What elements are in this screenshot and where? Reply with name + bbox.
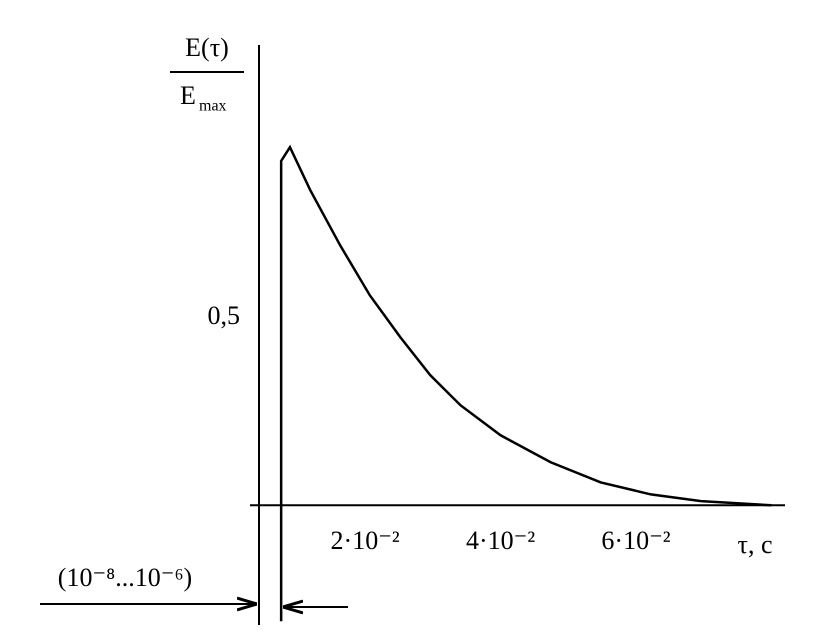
x-tick-label: 6·10⁻² <box>601 526 670 555</box>
y-label-numerator: E(τ) <box>185 33 229 62</box>
x-label: τ, c <box>738 530 773 559</box>
y-label-subscript: max <box>199 98 227 115</box>
x-tick-label: 4·10⁻² <box>466 526 535 555</box>
line <box>279 144 772 622</box>
annotation: (10⁻⁸...10⁻⁶) <box>58 563 192 592</box>
y-tick-label: 0,5 <box>208 301 241 330</box>
y-label-denominator: E <box>180 81 196 110</box>
x-tick-label: 2·10⁻² <box>331 526 400 555</box>
